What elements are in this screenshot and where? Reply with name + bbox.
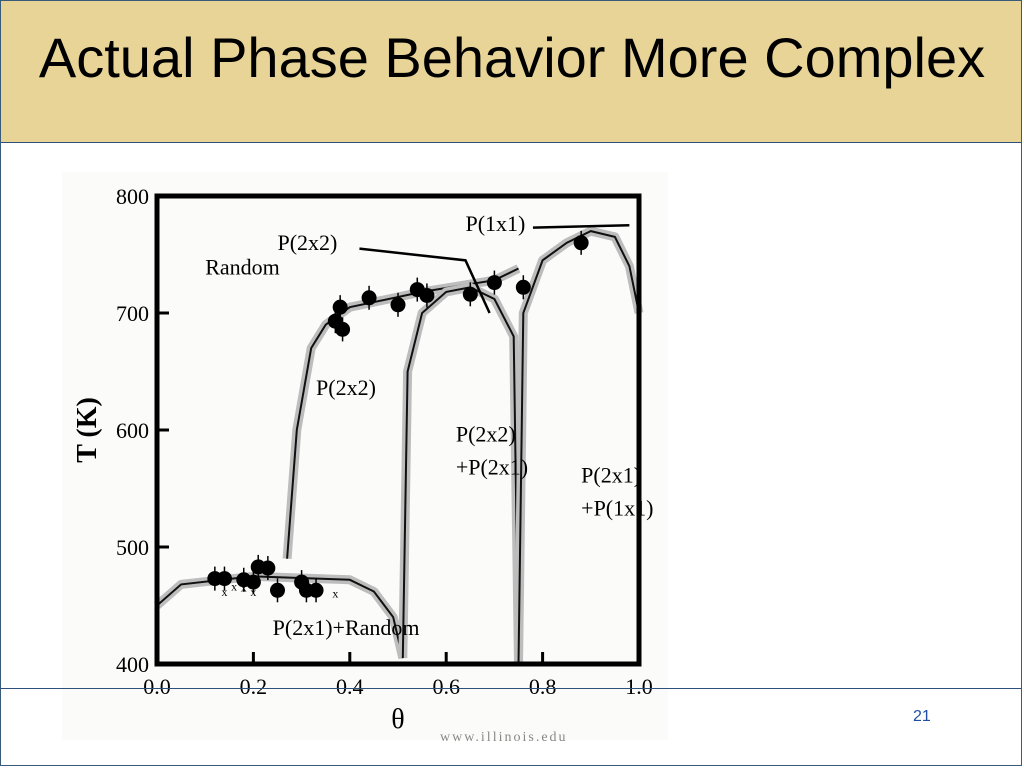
region-label: P(2x2): [456, 422, 516, 447]
x-tick-label: 0.6: [432, 674, 460, 699]
data-point: [245, 574, 261, 590]
data-point: [335, 321, 351, 337]
data-point: [361, 290, 377, 306]
region-label: P(2x1): [581, 463, 641, 488]
footer-divider: [1, 688, 1021, 689]
y-tick-label: 800: [116, 184, 149, 209]
region-label: P(2x2): [278, 230, 338, 255]
data-point: [486, 275, 502, 291]
x-axis-label: θ: [391, 704, 404, 735]
data-point: [390, 297, 406, 313]
x-tick-label: 0.4: [336, 674, 364, 699]
phase-diagram-chart: 400 500 600 700 800 0.0 0.2 0.4 0.6 0.8 1.0 θ T (K) R…: [72, 184, 653, 735]
x-tick-label: 0.8: [529, 674, 557, 699]
phase-boundary-line: [517, 230, 640, 665]
data-point: [260, 560, 276, 576]
region-label: P(1x1): [465, 211, 525, 236]
data-point: [515, 279, 531, 295]
y-axis-label: T (K): [72, 397, 103, 463]
y-tick-label: 500: [116, 535, 149, 560]
data-point: [573, 235, 589, 251]
data-point: [270, 582, 285, 598]
data-point: [216, 571, 232, 587]
phase-boundary-line: [156, 575, 404, 659]
phase-boundary-band: [514, 226, 644, 665]
data-point-x: x: [332, 586, 338, 600]
y-tick-label: 400: [116, 652, 149, 677]
region-label: P(2x1)+Random: [273, 615, 420, 640]
data-point-x: x: [241, 580, 247, 594]
page-number: 21: [913, 708, 931, 725]
x-tick-label: 0.0: [143, 674, 171, 699]
data-point: [308, 582, 324, 598]
data-point: [462, 286, 478, 302]
data-point-x: x: [231, 579, 237, 593]
y-tick-label: 700: [116, 301, 149, 326]
p2x2-leader-line: [359, 247, 491, 314]
phase-boundary-line: [401, 286, 520, 665]
region-label: +P(1x1): [581, 495, 653, 520]
title-band: [1, 1, 1021, 143]
p1x1-leader-line: [532, 224, 630, 229]
y-tick-label: 600: [116, 418, 149, 443]
slide-title: Actual Phase Behavior More Complex: [38, 26, 986, 89]
x-tick-label: 1.0: [625, 674, 653, 699]
footer-url: www.illinois.edu: [440, 730, 568, 745]
data-point-x: x: [221, 585, 227, 599]
data-point-x: x: [250, 585, 256, 599]
data-point: [419, 287, 435, 303]
region-label: P(2x2): [316, 375, 376, 400]
phase-diagram-figure: 400 500 600 700 800 0.0 0.2 0.4 0.6 0.8 1.0 θ T (K) R…: [62, 172, 668, 740]
x-tick-label: 0.2: [240, 674, 268, 699]
data-point: [332, 299, 348, 315]
region-label: Random: [205, 254, 280, 279]
region-label: +P(2x1): [456, 454, 528, 479]
